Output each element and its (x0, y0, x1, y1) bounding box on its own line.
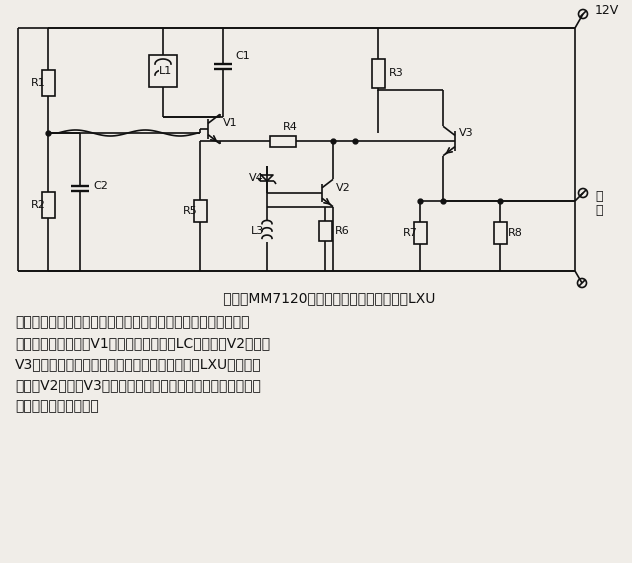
Bar (413, 222, 427, 244)
Text: V3截止，输出电压为零。当工作台的机械块通过LXU时，振荡: V3截止，输出电压为零。当工作台的机械块通过LXU时，振荡 (15, 357, 262, 371)
Text: R7: R7 (403, 228, 418, 238)
Bar (494, 222, 506, 244)
Bar (319, 221, 332, 241)
Text: 停止，V2截止，V3导通，有电压输出，晶闸管导通，电动机转: 停止，V2截止，V3导通，有电压输出，晶闸管导通，电动机转 (15, 378, 261, 392)
Text: V4: V4 (249, 173, 264, 183)
Text: V1: V1 (223, 118, 238, 128)
Text: C2: C2 (93, 181, 108, 191)
Text: R6: R6 (335, 226, 349, 236)
Text: R8: R8 (508, 228, 523, 238)
Bar (372, 59, 384, 87)
Text: C1: C1 (235, 51, 250, 61)
Text: V2: V2 (336, 183, 351, 193)
Text: R2: R2 (31, 200, 46, 210)
Bar (42, 192, 54, 218)
Text: R4: R4 (283, 122, 298, 132)
Bar (149, 55, 177, 87)
Bar (42, 70, 54, 96)
Text: 动，工作台横向进给。: 动，工作台横向进给。 (15, 399, 99, 413)
Text: V3: V3 (459, 128, 473, 138)
Text: 的原理图。从图中可以看出，电路由振荡器、放大器和射极跟随: 的原理图。从图中可以看出，电路由振荡器、放大器和射极跟随 (15, 315, 250, 329)
Text: L1: L1 (159, 66, 173, 76)
Text: 12V: 12V (595, 3, 619, 16)
Text: R3: R3 (389, 68, 404, 78)
Text: 器三级组成，三极管V1、电感、电容组成LC振荡器。V2导通时: 器三级组成，三极管V1、电感、电容组成LC振荡器。V2导通时 (15, 336, 270, 350)
Bar (270, 136, 296, 146)
Text: R1: R1 (31, 78, 46, 88)
Text: 出: 出 (595, 204, 602, 217)
Text: 输: 输 (595, 190, 602, 203)
Text: 所示为MM7120型平面磨床无触点行程开关LXU: 所示为MM7120型平面磨床无触点行程开关LXU (197, 291, 435, 305)
Text: R5: R5 (183, 206, 198, 216)
Text: L3: L3 (251, 226, 264, 236)
Bar (193, 200, 207, 222)
